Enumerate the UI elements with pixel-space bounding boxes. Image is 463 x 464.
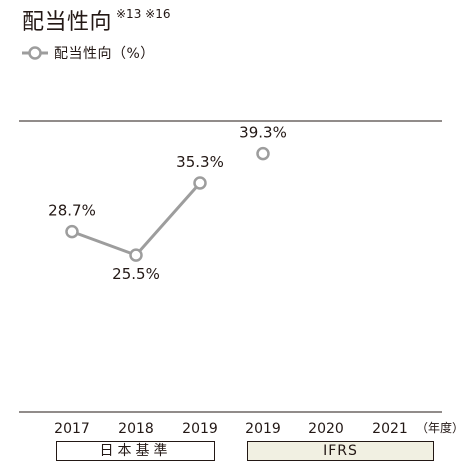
x-tick-label: 2020 (308, 421, 344, 437)
data-label: 39.3% (239, 124, 287, 142)
title-footnote: ※13 ※16 (116, 7, 171, 21)
legend-marker-icon (22, 46, 48, 60)
data-label: 28.7% (48, 202, 96, 220)
data-label: 35.3% (176, 153, 224, 171)
data-point (256, 146, 270, 161)
legend: 配当性向（%） (22, 43, 155, 63)
group-box-ifrs: IFRS (247, 441, 434, 461)
data-label: 25.5% (112, 265, 160, 283)
data-point (193, 176, 207, 190)
data-point (129, 248, 143, 262)
group-box-jgaap: 日本基準 (56, 441, 215, 461)
data-point (65, 224, 79, 239)
x-tick-label: 2018 (118, 421, 154, 437)
x-tick-label: 2017 (54, 421, 90, 437)
x-unit-label: （年度） (416, 420, 463, 435)
x-tick-label: 2019 (182, 421, 218, 437)
legend-label: 配当性向（%） (54, 46, 155, 62)
x-tick-label: 2021 (372, 421, 408, 437)
x-tick-label: 2019 (245, 421, 281, 437)
chart-title: 配当性向 (22, 10, 113, 35)
